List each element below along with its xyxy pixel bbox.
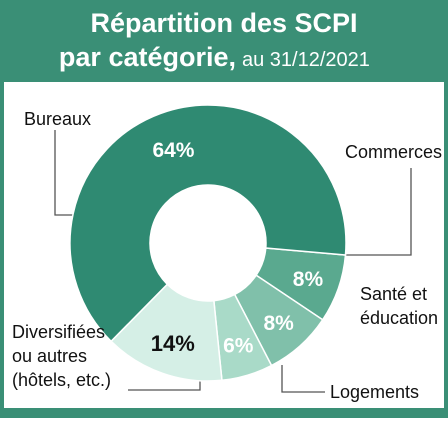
- chart-title: par catégorie,: [59, 42, 236, 72]
- value-label: 64%: [152, 139, 194, 162]
- category-label-line: ou autres: [12, 346, 92, 366]
- chart-subtitle: au 31/12/2021: [242, 49, 370, 71]
- category-label: Santé et éducation: [360, 284, 438, 328]
- value-label: 8%: [263, 312, 294, 335]
- value-label: 8%: [293, 268, 324, 291]
- category-label-line: Diversifiées: [12, 322, 110, 342]
- category-label-line: éducation: [360, 308, 438, 328]
- value-label: 14%: [151, 331, 195, 356]
- category-label: Logements: [330, 382, 419, 402]
- category-label-line: Bureaux: [24, 109, 91, 129]
- chart-title: Répartition des SCPI: [90, 8, 357, 38]
- callout-line: [281, 365, 325, 393]
- value-label: 6%: [223, 335, 254, 358]
- category-label: Diversifiées ou autres (hôtels, etc.): [12, 322, 111, 390]
- category-label-line: Commerces: [345, 142, 442, 162]
- category-label: Commerces: [345, 142, 442, 162]
- category-label-line: Santé et: [360, 284, 432, 304]
- slice: [69, 104, 347, 343]
- footer-band: [0, 410, 448, 418]
- callout-line: [340, 168, 412, 256]
- category-label-line: Logements: [330, 382, 419, 402]
- category-label-line: (hôtels, etc.): [12, 370, 111, 390]
- category-label: Bureaux: [24, 109, 91, 129]
